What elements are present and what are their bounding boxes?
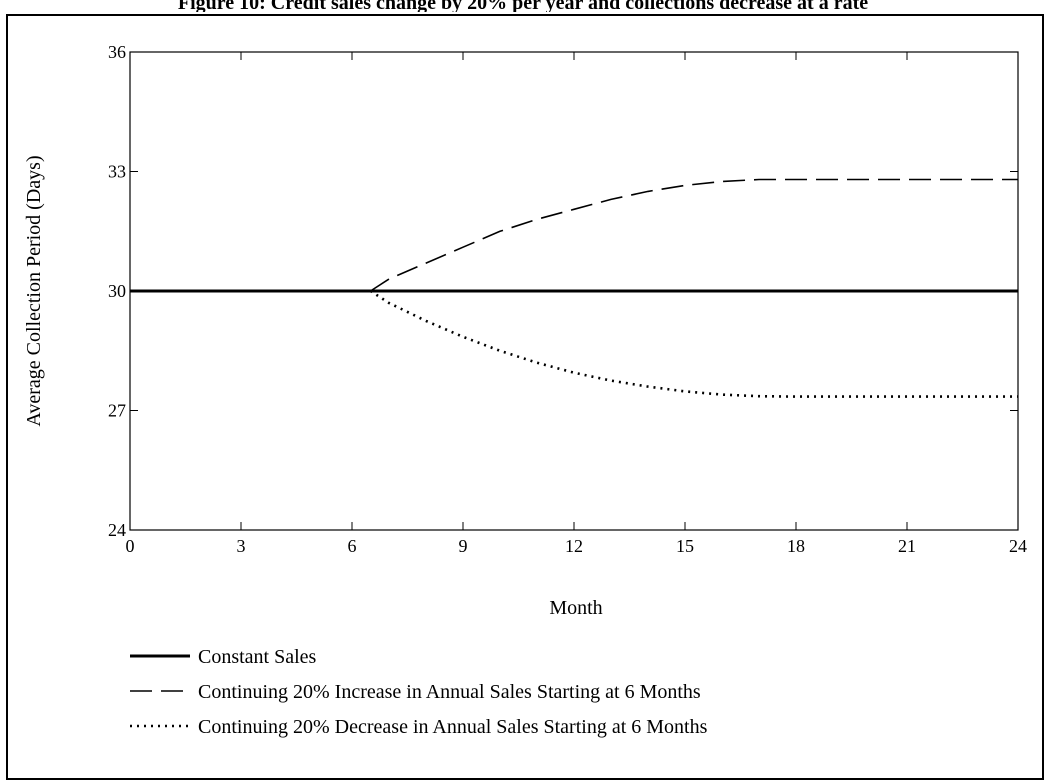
legend: Constant Sales Continuing 20% Increase in…: [130, 646, 708, 738]
series-line-3: [369, 289, 1018, 398]
figure-caption: Figure 10: Credit sales change by 20% pe…: [177, 0, 869, 12]
y-tick-label: 33: [108, 162, 126, 182]
x-axis-label: Month: [549, 597, 602, 619]
x-tick-label: 21: [898, 536, 916, 556]
series-line-2: [370, 178, 1018, 292]
legend-label-2: Continuing 20% Increase in Annual Sales …: [198, 681, 701, 703]
y-tick-label: 27: [108, 401, 126, 421]
x-tick-label: 24: [1009, 536, 1027, 556]
x-tick-label: 6: [348, 536, 357, 556]
y-tick-label: 36: [108, 42, 126, 62]
y-tick-label: 30: [108, 281, 126, 301]
x-tick-label: 0: [126, 536, 135, 556]
series-layer: [130, 178, 1018, 398]
x-tick-label: 9: [459, 536, 468, 556]
legend-label-1: Constant Sales: [198, 646, 317, 668]
y-axis-label: Average Collection Period (Days): [23, 155, 45, 426]
y-tick-label: 24: [108, 520, 126, 540]
x-tick-label: 18: [787, 536, 805, 556]
legend-label-3: Continuing 20% Decrease in Annual Sales …: [198, 716, 708, 738]
x-tick-label: 15: [676, 536, 694, 556]
x-tick-label: 12: [565, 536, 583, 556]
x-tick-label: 3: [237, 536, 246, 556]
chart-frame: 0 3 6 9 12 15 18 21 24 24 27 30 33 36 Month Average C…: [6, 14, 1044, 780]
